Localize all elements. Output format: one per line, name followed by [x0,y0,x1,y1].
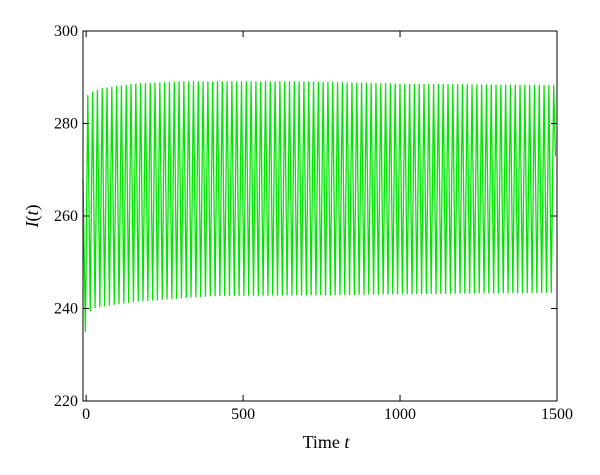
y-tick-label: 260 [54,208,78,225]
x-tick-label: 0 [82,406,90,423]
y-axis-label-arg: t [22,210,42,216]
y-axis-label-paren-open: ( [22,216,43,222]
y-tick-label: 240 [54,301,78,318]
x-tick-label: 1000 [384,406,416,423]
series-layer [82,81,557,333]
y-axis-label-paren-close: ) [22,204,43,210]
x-tick-label: 500 [231,406,255,423]
y-axis-label-variable: I [22,221,42,229]
series-line [82,81,557,333]
y-tick-label: 300 [54,23,78,40]
x-tick-label: 1500 [541,406,573,423]
y-tick-label: 280 [54,116,78,133]
x-axis-label-text: Time [303,432,340,452]
ticks-layer: 0 500 1000 1500 220 240 260 280 300 [54,23,573,423]
x-axis-label: Time t [303,432,351,452]
x-axis-label-variable: t [344,432,350,452]
y-tick-label: 220 [54,393,78,410]
y-axis-label: I(t) [22,204,43,228]
